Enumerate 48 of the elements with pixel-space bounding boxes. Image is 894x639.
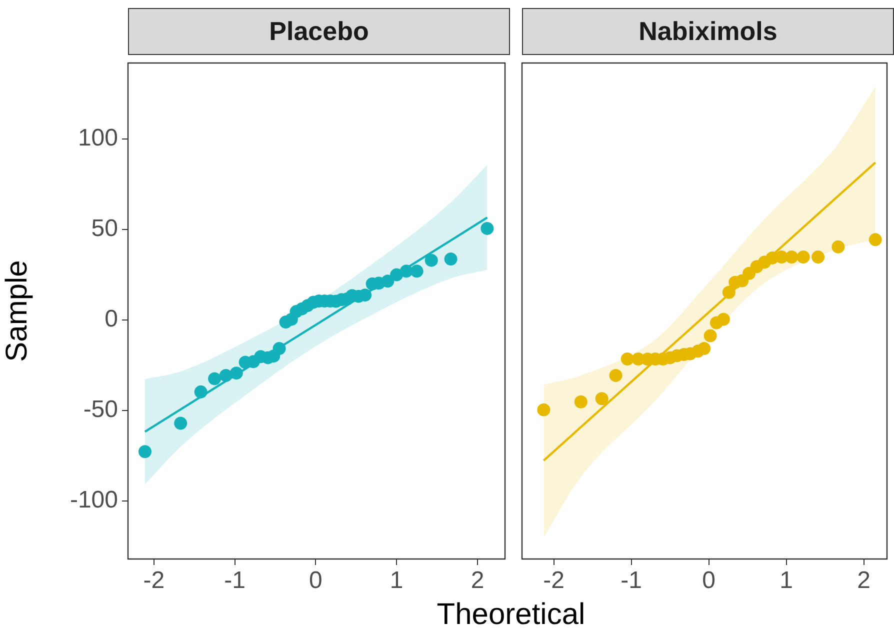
point	[174, 416, 188, 430]
point	[194, 385, 208, 398]
x-tick-label: 2	[470, 567, 484, 594]
y-tick-label: -100	[70, 486, 118, 514]
point	[812, 250, 825, 264]
x-tick-label: -1	[620, 567, 642, 594]
point	[358, 288, 372, 302]
point	[698, 342, 711, 355]
point	[390, 268, 404, 282]
point	[138, 445, 152, 458]
point	[704, 329, 717, 342]
point	[722, 286, 736, 299]
point	[620, 352, 634, 366]
point	[595, 392, 608, 406]
point	[230, 366, 243, 380]
point	[208, 372, 222, 386]
point	[381, 274, 394, 288]
point	[537, 403, 550, 416]
x-tick-label: -1	[224, 567, 246, 594]
point	[716, 312, 730, 326]
x-tick-label: 2	[857, 567, 870, 594]
point	[272, 342, 286, 355]
y-tick-label: 100	[78, 124, 118, 152]
x-tick-label: 0	[309, 567, 322, 594]
point	[480, 222, 494, 235]
point	[785, 250, 798, 264]
point	[796, 250, 810, 264]
point	[219, 368, 232, 382]
point	[609, 368, 622, 382]
x-axis-title: Theoretical	[436, 598, 586, 632]
x-tick-label: 1	[390, 567, 404, 594]
point	[444, 252, 458, 266]
y-tick-label: 50	[91, 215, 118, 242]
point	[424, 254, 438, 267]
x-tick-label: -2	[143, 567, 165, 594]
y-axis-title: Sample	[0, 260, 34, 362]
x-tick-label: -2	[543, 567, 564, 594]
point	[574, 395, 588, 408]
chart-title: Nabiximols	[522, 8, 894, 55]
x-tick-label: 1	[780, 567, 793, 594]
y-tick-label: 0	[104, 306, 118, 333]
point	[410, 264, 424, 278]
chart-title: Placebo	[128, 8, 510, 55]
y-tick-label: -50	[83, 396, 118, 424]
x-tick-label: 0	[702, 567, 716, 594]
point	[832, 240, 845, 254]
point	[400, 264, 413, 278]
point	[868, 233, 882, 246]
